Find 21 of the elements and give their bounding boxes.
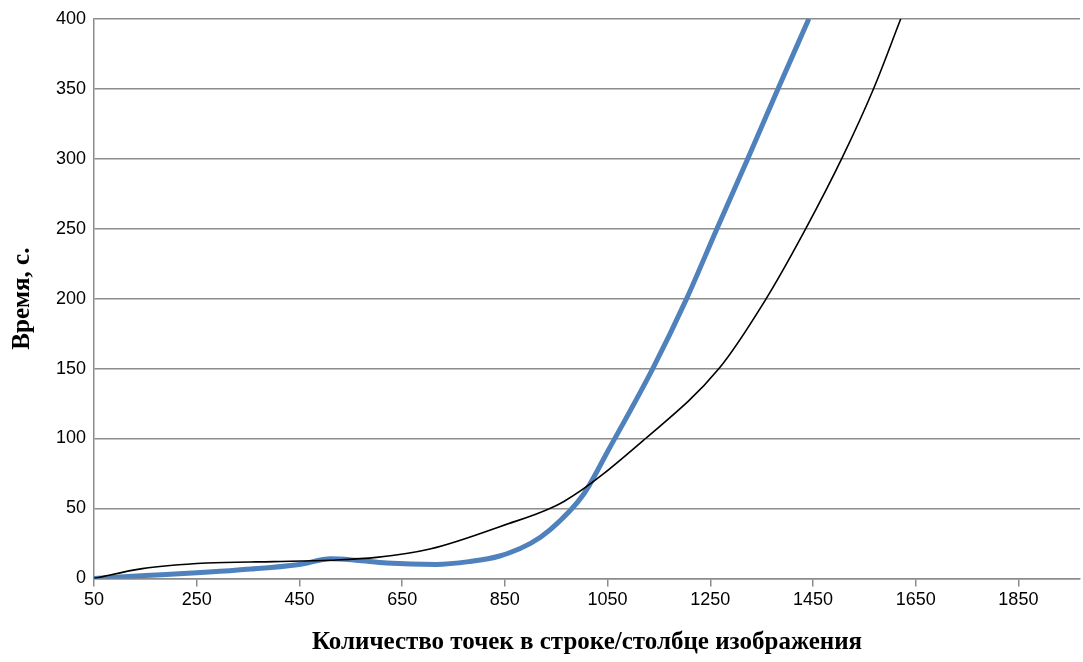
y-tick-label: 300 bbox=[55, 147, 87, 168]
x-tick-label: 1850 bbox=[998, 589, 1039, 610]
y-tick-label: 250 bbox=[55, 217, 87, 238]
y-tick-label: 150 bbox=[55, 357, 87, 378]
y-axis-title: Время, с. bbox=[7, 247, 35, 350]
x-tick-label: 1250 bbox=[690, 589, 731, 610]
x-tick-label: 50 bbox=[84, 589, 105, 610]
x-axis-title: Количество точек в строке/столбце изображения bbox=[311, 627, 863, 655]
y-tick-label: 400 bbox=[55, 7, 87, 28]
x-tick-label: 250 bbox=[181, 589, 212, 610]
x-tick-label: 650 bbox=[387, 589, 418, 610]
x-tick-label: 450 bbox=[284, 589, 315, 610]
y-tick-label: 0 bbox=[76, 567, 87, 588]
y-tick-label: 350 bbox=[55, 77, 87, 98]
x-tick-label: 1650 bbox=[895, 589, 936, 610]
y-tick-label: 200 bbox=[55, 287, 87, 308]
x-tick-label: 1450 bbox=[792, 589, 833, 610]
x-tick-label: 1050 bbox=[587, 589, 628, 610]
y-tick-label: 100 bbox=[55, 427, 87, 448]
y-tick-label: 50 bbox=[66, 497, 87, 518]
x-tick-label: 850 bbox=[489, 589, 520, 610]
